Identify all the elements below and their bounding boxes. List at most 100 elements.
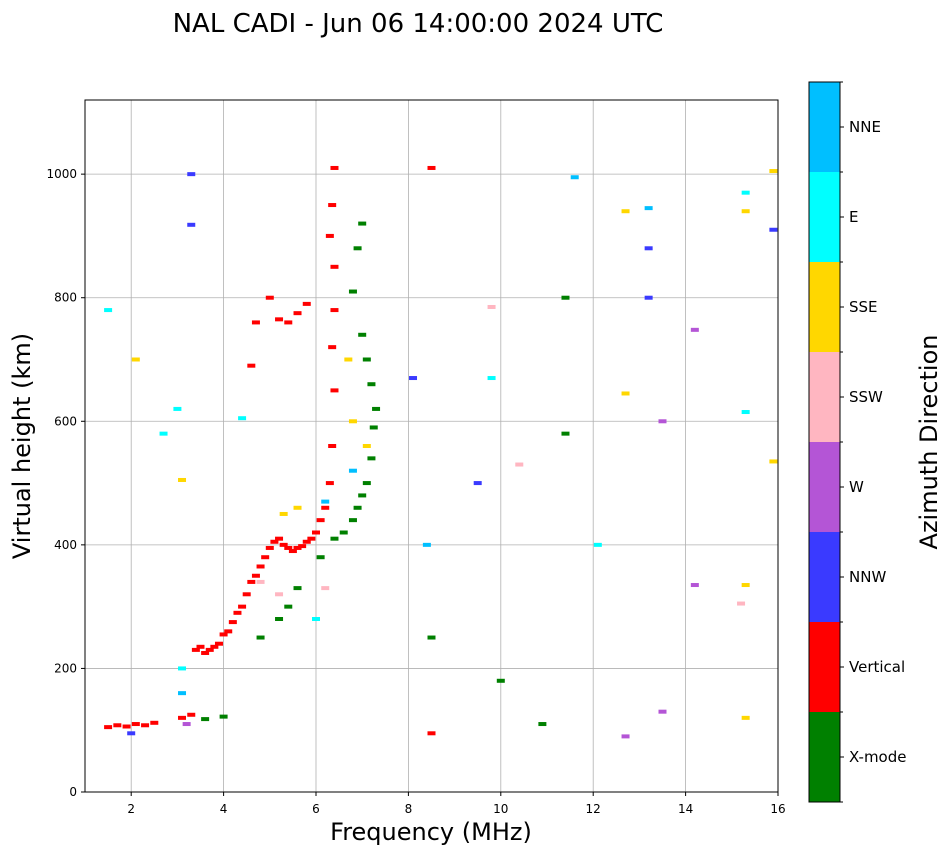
data-point [348, 518, 357, 523]
series-vertical [104, 165, 436, 736]
data-point [256, 579, 265, 584]
data-point [367, 456, 376, 461]
data-point [312, 617, 320, 621]
x-tick-label: 6 [312, 802, 320, 816]
data-point [275, 617, 284, 621]
data-point [321, 499, 330, 504]
data-point [288, 549, 297, 554]
data-point [256, 635, 265, 640]
data-point [302, 539, 311, 544]
x-tick-label: 14 [678, 802, 693, 816]
data-point [182, 722, 191, 727]
x-axis-ticks: 2 4 6 8 10 12 14 16 [127, 792, 786, 816]
data-point [233, 610, 242, 615]
y-tick-label: 600 [54, 414, 77, 428]
data-point [141, 723, 150, 728]
data-point [219, 714, 228, 719]
x-tick-label: 8 [405, 802, 413, 816]
x-tick-label: 16 [770, 802, 785, 816]
x-tick-label: 2 [127, 802, 135, 816]
data-point [293, 505, 302, 510]
colorbar-frame [808, 81, 841, 803]
data-point [561, 431, 570, 436]
colorbar-segment [809, 712, 840, 802]
data-point [427, 165, 436, 170]
data-point [741, 583, 750, 588]
data-point [113, 723, 122, 728]
data-point [178, 666, 187, 671]
data-point [330, 388, 339, 393]
x-tick-label: 10 [493, 802, 508, 816]
data-point [621, 734, 630, 739]
series-w [182, 327, 699, 739]
data-point [741, 209, 750, 214]
plot-frame [84, 99, 779, 793]
y-tick-label: 800 [54, 291, 77, 305]
colorbar: X-mode Vertical NNW W SSW SSE E NNE [808, 81, 906, 803]
colorbar-tick-label: SSW [849, 388, 883, 406]
data-point [372, 406, 381, 411]
colorbar-segment [809, 82, 840, 172]
data-point [238, 604, 247, 609]
data-point [261, 555, 270, 560]
data-point [284, 320, 293, 325]
series-nne [178, 175, 653, 696]
data-point [538, 722, 547, 727]
colorbar-tick-label: E [849, 208, 858, 226]
data-point [367, 382, 376, 387]
data-point [741, 410, 750, 415]
y-tick-label: 200 [54, 661, 77, 675]
data-point [427, 635, 436, 640]
data-point [362, 444, 371, 448]
data-point [224, 629, 233, 634]
data-point [312, 530, 320, 535]
colorbar-tick-label: W [849, 478, 864, 496]
data-point [328, 203, 337, 208]
data-point [348, 289, 357, 294]
data-point [330, 308, 339, 313]
data-point [487, 376, 496, 381]
series-nnw [127, 172, 778, 736]
data-point [201, 650, 210, 655]
data-point [187, 222, 196, 227]
data-point [131, 357, 140, 362]
data-point [358, 493, 367, 498]
colorbar-segment [809, 352, 840, 442]
y-tick-label: 0 [69, 785, 77, 799]
data-point [127, 731, 136, 736]
data-point [427, 731, 436, 736]
y-axis-ticks: 0 200 400 600 800 1000 [46, 167, 85, 799]
data-point [293, 311, 302, 316]
data-point [265, 545, 274, 550]
data-point [344, 357, 353, 362]
data-point [256, 564, 265, 569]
data-point [658, 709, 667, 714]
series-x-mode [201, 221, 570, 727]
data-point [279, 542, 288, 547]
colorbar-segment [809, 172, 840, 262]
data-point [275, 536, 284, 541]
data-point [362, 357, 371, 362]
data-point [275, 317, 284, 322]
data-point [741, 190, 750, 195]
data-point [251, 573, 260, 578]
data-point [228, 620, 237, 625]
data-point [104, 725, 113, 730]
series-sse [131, 169, 778, 720]
data-point [196, 644, 205, 649]
data-point [325, 233, 334, 238]
data-point [369, 425, 378, 430]
data-point [769, 227, 778, 232]
data-point [561, 295, 570, 300]
data-point [353, 246, 362, 251]
colorbar-label: Azimuth Direction [915, 335, 943, 550]
data-point [159, 431, 168, 436]
data-point [690, 327, 699, 332]
plot-background [85, 100, 778, 792]
data-point [358, 332, 367, 337]
data-point [284, 604, 293, 609]
series-e [104, 190, 750, 671]
data-point [275, 592, 284, 597]
data-point [658, 419, 667, 424]
data-point [238, 416, 247, 421]
